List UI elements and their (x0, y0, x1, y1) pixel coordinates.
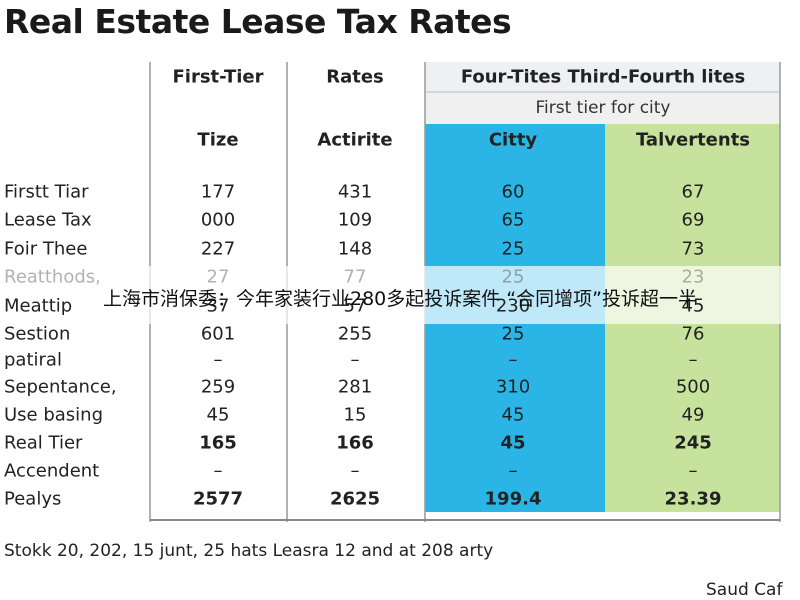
table-cell: 259 (200, 376, 236, 398)
table-cell: – (350, 460, 360, 482)
table-cell: 65 (501, 209, 525, 231)
row-label: Sestion (4, 323, 71, 345)
table-cell: – (508, 349, 518, 371)
table-cell: – (350, 349, 360, 371)
table-cell: – (213, 349, 223, 371)
table-cell: 166 (336, 432, 374, 454)
table-cell: 500 (675, 376, 711, 398)
overlay-caption: 上海市消保委：今年家装行业280多起投诉案件 “合同增项”投诉超一半 (103, 288, 697, 310)
footnote: Stokk 20, 202, 15 junt, 25 hats Leasra 1… (4, 541, 494, 561)
corner-text: Saud Caf (706, 580, 783, 600)
table-cell: 109 (337, 209, 373, 231)
table-cell: 255 (337, 323, 373, 345)
table-cell: 15 (343, 404, 367, 426)
column-subheader: Tize (197, 129, 239, 151)
table-cell: – (508, 460, 518, 482)
table-cell: 25 (501, 323, 525, 345)
row-label: Reatthods, (4, 266, 101, 288)
table-cell: 45 (500, 432, 526, 454)
row-label: Pealys (4, 488, 62, 510)
column-subheader: Citty (488, 129, 538, 151)
table-cell: 37 (206, 295, 230, 317)
table-cell: 45 (501, 404, 525, 426)
subheader-bg (425, 92, 780, 124)
table-cell: 45 (206, 404, 230, 426)
table-cell: 310 (495, 376, 531, 398)
table-cell: 245 (674, 432, 712, 454)
row-label: Foir Thee (4, 238, 88, 260)
table-cell: – (213, 460, 223, 482)
table-cell: 2577 (192, 488, 244, 510)
table-cell: 49 (681, 404, 705, 426)
column-subheader: Actirite (317, 129, 393, 151)
table-cell: 27 (206, 266, 230, 288)
table-cell: 199.4 (484, 488, 542, 510)
table-cell: 230 (495, 295, 531, 317)
table-cell: 25 (501, 266, 525, 288)
table-cell: 73 (681, 238, 705, 260)
table-cell: 601 (200, 323, 236, 345)
table-cell: – (688, 460, 698, 482)
table-cell: 45 (681, 295, 705, 317)
table-cell: 23.39 (664, 488, 722, 510)
row-label: Firstt Tiar (4, 181, 89, 203)
table-cell: 69 (681, 209, 705, 231)
row-label: Accendent (4, 460, 100, 482)
row-label: patiral (4, 349, 62, 371)
row-label: Meattip (4, 295, 73, 317)
row-label: Use basing (4, 404, 104, 426)
column-header: Rates (326, 66, 384, 88)
table-cell: 281 (337, 376, 373, 398)
table-cell: 76 (681, 323, 705, 345)
subheader: First tier for city (535, 98, 671, 118)
table-cell: 67 (681, 181, 705, 203)
title: Real Estate Lease Tax Rates (4, 2, 512, 41)
table-cell: 227 (200, 238, 236, 260)
table-cell: 177 (200, 181, 236, 203)
row-label: Real Tier (4, 432, 83, 454)
table-cell: 77 (343, 266, 367, 288)
span-header-bg (425, 62, 780, 92)
table-cell: 25 (501, 238, 525, 260)
row-label: Sepentance, (4, 376, 117, 398)
table-cell: 23 (681, 266, 705, 288)
table-cell: 165 (199, 432, 237, 454)
table-cell: 148 (337, 238, 373, 260)
column-header: First-Tier (172, 66, 264, 88)
overlay-band (0, 266, 800, 324)
table-cell: – (688, 349, 698, 371)
column-header: Four-Tites Third-Fourth lites (460, 66, 746, 88)
table-cell: 57 (343, 295, 367, 317)
table-cell: 000 (200, 209, 236, 231)
table-cell: 60 (501, 181, 525, 203)
column-subheader: Talvertents (635, 129, 751, 151)
table-cell: 431 (337, 181, 373, 203)
row-label: Lease Tax (4, 209, 92, 231)
table-cell: 2625 (329, 488, 381, 510)
